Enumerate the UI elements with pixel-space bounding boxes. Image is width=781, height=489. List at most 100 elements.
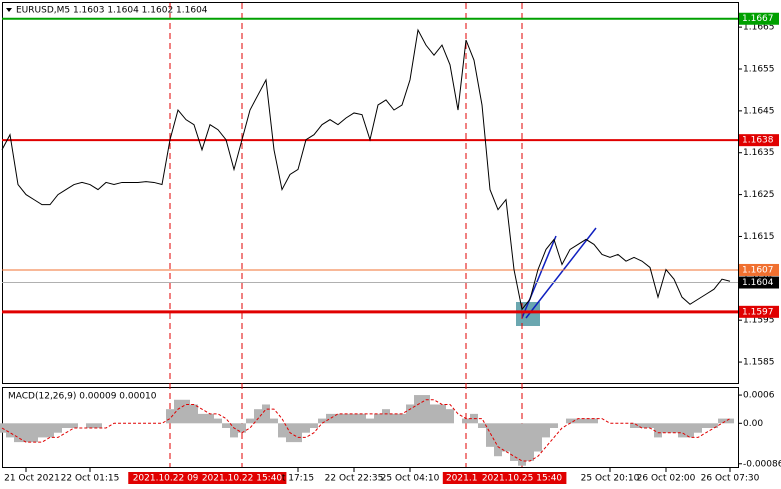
macd-bar xyxy=(590,418,598,424)
x-tick-label: 26 Oct 07:30 xyxy=(701,474,760,484)
x-tick-label: 22 Oct 22:35 xyxy=(325,474,384,484)
macd-bar xyxy=(654,423,662,438)
price-line xyxy=(1,28,731,311)
macd-bar xyxy=(438,404,446,424)
y-tick-label: 1.1595 xyxy=(743,316,775,326)
macd-bar xyxy=(214,418,222,424)
x-tick-label: 22 Oct 01:15 xyxy=(61,474,120,484)
macd-bar xyxy=(0,423,6,433)
macd-bar xyxy=(542,423,550,438)
y-tick-label: 1.1625 xyxy=(743,190,775,200)
macd-bar xyxy=(646,423,654,428)
macd-bar xyxy=(710,423,718,428)
macd-bar xyxy=(38,423,46,438)
macd-bar xyxy=(366,418,374,424)
macd-bar xyxy=(374,413,382,424)
level-label: 1.1667 xyxy=(742,14,774,24)
macd-bar xyxy=(54,423,62,433)
macd-bar xyxy=(694,423,702,433)
macd-bar xyxy=(270,418,278,424)
x-tick-label: 25 Oct 20:10 xyxy=(581,474,640,484)
macd-bar xyxy=(414,395,422,424)
macd-bar xyxy=(718,418,726,424)
x-tick-label: 26 Oct 02:00 xyxy=(637,474,696,484)
macd-bar xyxy=(390,413,398,424)
macd-bar xyxy=(686,423,694,438)
x-label-highlight xyxy=(128,472,212,484)
x-label-highlight xyxy=(197,472,287,484)
macd-bar xyxy=(702,423,710,428)
macd-bar xyxy=(206,413,214,424)
indicator-title: MACD(12,26,9) 0.00009 0.00010 xyxy=(8,392,157,402)
macd-bar xyxy=(46,423,54,438)
macd-bar xyxy=(222,423,230,428)
macd-bar xyxy=(462,418,470,424)
level-label: 1.1597 xyxy=(742,307,774,317)
macd-bar xyxy=(94,423,102,428)
level-label-bg xyxy=(739,305,779,318)
menu-arrow xyxy=(6,8,12,12)
x-tick-label: 2021.10.22 09:5 xyxy=(133,474,208,484)
macd-bar xyxy=(342,413,350,424)
macd-bar xyxy=(350,413,358,424)
macd-bar xyxy=(86,423,94,428)
x-tick-label: t 17:15 xyxy=(282,474,314,484)
x-tick-label: 2021.10. xyxy=(446,474,486,484)
x-label-highlight xyxy=(442,472,490,484)
macd-bar xyxy=(406,404,414,424)
macd-bar xyxy=(478,423,486,428)
macd-bar xyxy=(326,413,334,424)
macd-bar xyxy=(246,418,254,424)
macd-bar xyxy=(230,423,238,438)
y-tick-label: 1.1615 xyxy=(743,232,775,242)
macd-bar xyxy=(70,423,78,428)
macd-bar xyxy=(550,423,558,428)
macd-bar xyxy=(294,423,302,443)
macd-bar xyxy=(358,413,366,424)
macd-bar xyxy=(566,418,574,424)
macd-bar xyxy=(398,413,406,424)
x-tick-label: 2021.10.22 15:40 xyxy=(202,474,283,484)
macd-bar xyxy=(678,423,686,438)
signal-line xyxy=(1,399,731,462)
macd-bar xyxy=(310,423,318,428)
macd-bar xyxy=(278,423,286,438)
y-tick-label: 1.1645 xyxy=(743,106,775,116)
y-tick-label: 1.1585 xyxy=(743,358,775,368)
y-tick-label: 1.1655 xyxy=(743,64,775,74)
macd-bar xyxy=(638,423,646,428)
macd-bar xyxy=(174,399,182,424)
macd-bar xyxy=(446,409,454,424)
y-tick-label: 1.1635 xyxy=(743,148,775,158)
macd-bar xyxy=(422,395,430,424)
macd-bar xyxy=(574,418,582,424)
macd-bar xyxy=(630,423,638,428)
level-label: 1.1604 xyxy=(742,278,774,288)
macd-bar xyxy=(670,423,678,433)
macd-bar xyxy=(510,423,518,461)
macd-bar xyxy=(6,423,14,438)
macd-bar xyxy=(502,423,510,452)
macd-bar xyxy=(534,423,542,452)
macd-bar xyxy=(526,423,534,461)
y-tick-label: 0.0006 xyxy=(743,391,775,401)
macd-bar xyxy=(494,423,502,457)
macd-bar xyxy=(662,423,670,433)
x-tick-label: 2021.10.25 15:40 xyxy=(482,474,563,484)
macd-bar xyxy=(14,423,22,443)
macd-bar xyxy=(334,413,342,424)
macd-bar xyxy=(430,404,438,424)
level-label-bg xyxy=(739,276,779,289)
level-label-bg xyxy=(739,12,779,25)
macd-bar xyxy=(254,409,262,424)
macd-bar xyxy=(582,418,590,424)
macd-bar xyxy=(190,404,198,424)
level-label: 1.1607 xyxy=(742,265,774,275)
trend-line xyxy=(521,235,557,319)
level-label-bg xyxy=(739,134,779,147)
price-panel-frame xyxy=(2,2,739,384)
level-label: 1.1638 xyxy=(742,136,774,146)
macd-bar xyxy=(518,423,526,466)
